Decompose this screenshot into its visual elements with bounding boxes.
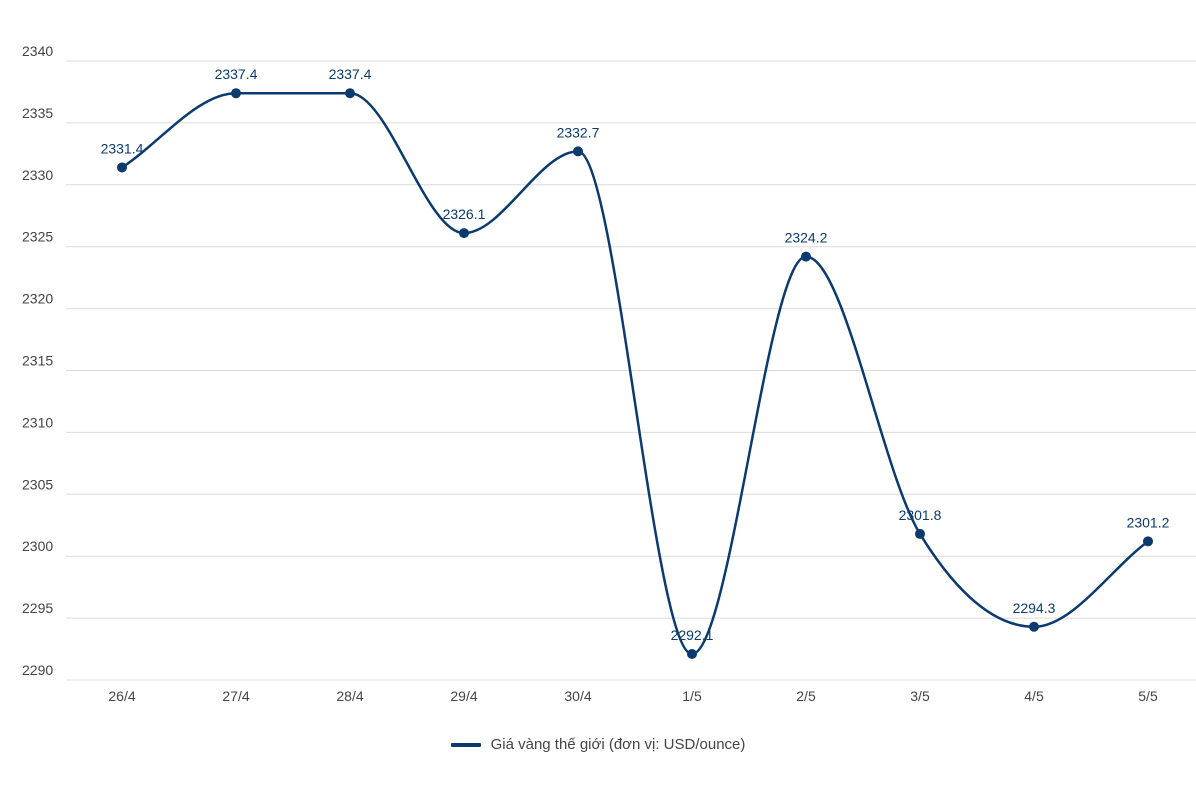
line-chart: 2290 2295 2300 2305 2310 2315 2320 2325 2330 2335…: [22, 43, 1196, 704]
data-labels: 2331.4 2337.4 2337.4 2326.1 2332.7 2292.1 2324…: [101, 66, 1170, 643]
x-tick-label: 27/4: [222, 688, 249, 704]
x-tick-label: 2/5: [796, 688, 816, 704]
y-tick-label: 2305: [22, 476, 53, 492]
legend-swatch: [450, 742, 481, 747]
y-axis-tick-labels: 2290 2295 2300 2305 2310 2315 2320 2325 2330 2335…: [22, 43, 53, 678]
y-tick-label: 2315: [22, 353, 53, 369]
data-label: 2337.4: [329, 66, 372, 82]
data-point: [801, 251, 811, 262]
data-label: 2292.1: [671, 627, 714, 643]
y-tick-label: 2320: [22, 291, 53, 307]
legend-label: Giá vàng thế giới (đơn vị: USD/ounce): [490, 736, 746, 753]
legend: Giá vàng thế giới (đơn vị: USD/ounce): [0, 736, 1196, 753]
data-point: [459, 228, 469, 239]
data-label: 2332.7: [557, 124, 600, 140]
y-tick-label: 2335: [22, 105, 53, 121]
data-label: 2337.4: [215, 66, 258, 82]
x-tick-label: 30/4: [564, 688, 591, 704]
x-tick-label: 26/4: [108, 688, 135, 704]
y-tick-label: 2325: [22, 229, 53, 245]
data-label: 2294.3: [1013, 600, 1056, 616]
x-tick-label: 29/4: [450, 688, 477, 704]
y-tick-label: 2340: [22, 43, 53, 59]
y-tick-label: 2290: [22, 662, 53, 678]
y-tick-label: 2300: [22, 538, 53, 554]
data-label: 2301.8: [899, 507, 942, 523]
y-tick-label: 2310: [22, 414, 53, 430]
data-point: [1143, 536, 1153, 547]
y-tick-label: 2330: [22, 167, 53, 183]
data-points: [117, 88, 1153, 660]
data-label: 2326.1: [443, 206, 486, 222]
x-axis-tick-labels: 26/4 27/4 28/4 29/4 30/4 1/5 2/5 3/5 4/5 5/5: [108, 688, 1158, 704]
x-tick-label: 3/5: [910, 688, 930, 704]
data-point: [345, 88, 355, 99]
data-label: 2301.2: [1127, 514, 1170, 530]
data-point: [1029, 621, 1039, 632]
data-label: 2331.4: [101, 140, 144, 156]
x-tick-label: 1/5: [682, 688, 702, 704]
data-label: 2324.2: [785, 230, 828, 246]
series-line: [121, 91, 1149, 656]
data-point: [687, 649, 697, 660]
x-tick-label: 28/4: [336, 688, 363, 704]
x-tick-label: 5/5: [1138, 688, 1158, 704]
data-point: [231, 88, 241, 99]
x-tick-label: 4/5: [1024, 688, 1044, 704]
data-point: [117, 162, 127, 173]
data-point: [573, 146, 583, 157]
data-point: [915, 528, 925, 539]
y-tick-label: 2295: [22, 600, 53, 616]
